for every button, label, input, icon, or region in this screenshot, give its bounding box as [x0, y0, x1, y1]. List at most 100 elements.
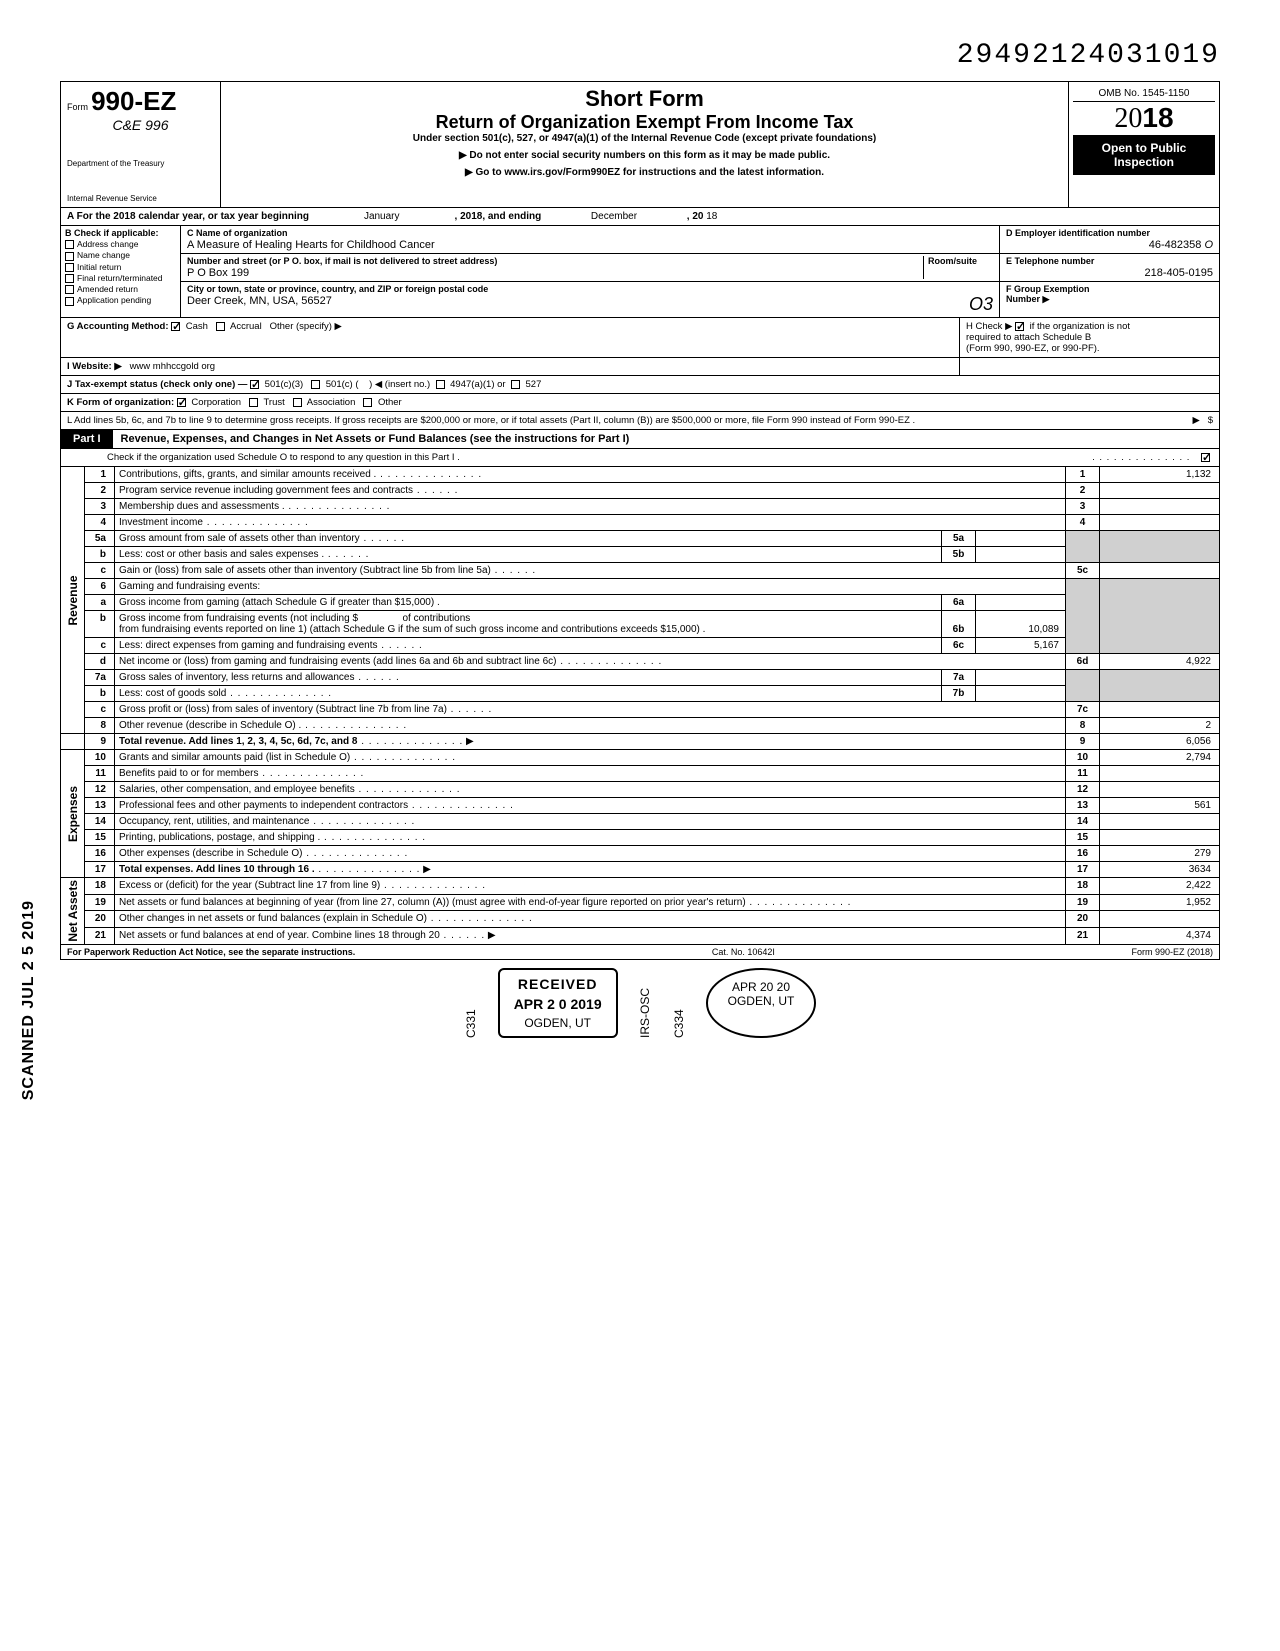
line-7c: cGross profit or (loss) from sales of in…: [61, 702, 1220, 718]
line-11: 11Benefits paid to or for members11: [61, 766, 1220, 782]
line-18: Net Assets 18Excess or (deficit) for the…: [61, 878, 1220, 895]
line-5a: 5aGross amount from sale of assets other…: [61, 531, 1220, 547]
cb-address-change[interactable]: Address change: [65, 239, 176, 249]
form-header: Form 990-EZ C&E 996 Department of the Tr…: [60, 81, 1220, 208]
period-end: December: [544, 211, 684, 222]
line-19-value: 1,952: [1100, 894, 1220, 911]
part1-header: Part I Revenue, Expenses, and Changes in…: [60, 430, 1220, 449]
col-b-checkboxes: B Check if applicable: Address change Na…: [61, 226, 181, 317]
line-6: 6Gaming and fundraising events:: [61, 579, 1220, 595]
line-6b-value: 10,089: [976, 611, 1066, 638]
org-name: A Measure of Healing Hearts for Childhoo…: [187, 239, 993, 251]
line-5c: cGain or (loss) from sale of assets othe…: [61, 563, 1220, 579]
cb-accrual[interactable]: [216, 322, 225, 331]
scanned-stamp: SCANNED JUL 2 5 2019: [20, 900, 38, 1100]
line-8-value: 2: [1100, 718, 1220, 734]
line-17-value: 3634: [1100, 862, 1220, 878]
handwritten-note: C&E 996: [67, 117, 214, 133]
b-header: B Check if applicable:: [65, 228, 176, 238]
room-suite-label: Room/suite: [928, 256, 993, 266]
cb-schedule-b[interactable]: [1015, 322, 1024, 331]
section-bcdef: B Check if applicable: Address change Na…: [60, 226, 1220, 318]
cb-initial-return[interactable]: Initial return: [65, 262, 176, 272]
received-stamp-2: APR 20 20 OGDEN, UT: [706, 968, 817, 1038]
org-address: P O Box 199: [187, 267, 923, 279]
line-3: 3Membership dues and assessments . 3: [61, 499, 1220, 515]
cb-name-change[interactable]: Name change: [65, 250, 176, 260]
row-i: I Website: ▶ www mhhccgold org: [60, 358, 1220, 376]
accounting-method: G Accounting Method: Cash Accrual Other …: [61, 318, 959, 357]
line-a: A For the 2018 calendar year, or tax yea…: [60, 208, 1220, 226]
row-l: L Add lines 5b, 6c, and 7b to line 9 to …: [60, 412, 1220, 430]
h-schedule-b: H Check ▶ if the organization is not req…: [959, 318, 1219, 357]
instruction-1: ▶ Do not enter social security numbers o…: [229, 150, 1060, 161]
cb-amended-return[interactable]: Amended return: [65, 284, 176, 294]
line-2: 2Program service revenue including gover…: [61, 483, 1220, 499]
cb-other-org[interactable]: [363, 398, 372, 407]
row-j: J Tax-exempt status (check only one) — 5…: [60, 376, 1220, 394]
part1-title: Revenue, Expenses, and Changes in Net As…: [113, 430, 1219, 448]
line-4: 4Investment income 4: [61, 515, 1220, 531]
revenue-side-label: Revenue: [61, 467, 85, 734]
website-value: www mhhccgold org: [130, 361, 216, 372]
row-k: K Form of organization: Corporation Trus…: [60, 394, 1220, 412]
part1-table: Revenue 1 Contributions, gifts, grants, …: [60, 467, 1220, 945]
line-13-value: 561: [1100, 798, 1220, 814]
line-1: Revenue 1 Contributions, gifts, grants, …: [61, 467, 1220, 483]
form-number: 990-EZ: [91, 86, 176, 116]
footer-left: For Paperwork Reduction Act Notice, see …: [67, 947, 355, 957]
line-16-value: 279: [1100, 846, 1220, 862]
footer-right: Form 990-EZ (2018): [1131, 947, 1213, 957]
col-c-org-info: C Name of organization A Measure of Heal…: [181, 226, 999, 317]
cb-4947[interactable]: [436, 380, 445, 389]
cb-final-return[interactable]: Final return/terminated: [65, 273, 176, 283]
stamps-row: C331 RECEIVED APR 2 0 2019 OGDEN, UT IRS…: [60, 968, 1220, 1038]
cb-501c3[interactable]: [250, 380, 259, 389]
line-7a: 7aGross sales of inventory, less returns…: [61, 670, 1220, 686]
org-name-cell: C Name of organization A Measure of Heal…: [181, 226, 999, 254]
dept-treasury: Department of the Treasury: [67, 159, 214, 168]
org-address-cell: Number and street (or P O. box, if mail …: [181, 254, 999, 282]
line-10-value: 2,794: [1100, 750, 1220, 766]
netassets-side-label: Net Assets: [61, 878, 85, 945]
expenses-side-label: Expenses: [61, 750, 85, 878]
year-box: OMB No. 1545-1150 2018 Open to Public In…: [1069, 82, 1219, 207]
cb-schedule-o[interactable]: [1201, 453, 1210, 462]
ein-value: 46-482358: [1149, 239, 1202, 251]
cb-application-pending[interactable]: Application pending: [65, 295, 176, 305]
line-21-value: 4,374: [1100, 927, 1220, 944]
telephone-cell: E Telephone number 218-405-0195: [1000, 254, 1219, 282]
cb-501c[interactable]: [311, 380, 320, 389]
line-19: 19Net assets or fund balances at beginni…: [61, 894, 1220, 911]
line-6b: b Gross income from fundraising events (…: [61, 611, 1220, 638]
line-6d: dNet income or (loss) from gaming and fu…: [61, 654, 1220, 670]
part1-check-line: Check if the organization used Schedule …: [60, 449, 1220, 467]
instruction-2: ▶ Go to www.irs.gov/Form990EZ for instru…: [229, 167, 1060, 178]
line-15: 15Printing, publications, postage, and s…: [61, 830, 1220, 846]
line-21: 21Net assets or fund balances at end of …: [61, 927, 1220, 944]
cb-cash[interactable]: [171, 322, 180, 331]
cb-association[interactable]: [293, 398, 302, 407]
subtitle: Under section 501(c), 527, or 4947(a)(1)…: [229, 133, 1060, 144]
col-def: D Employer identification number 46-4823…: [999, 226, 1219, 317]
line-16: 16Other expenses (describe in Schedule O…: [61, 846, 1220, 862]
handwritten-o3: O3: [969, 294, 993, 315]
line-6a: aGross income from gaming (attach Schedu…: [61, 595, 1220, 611]
line-9: 9Total revenue. Add lines 1, 2, 3, 4, 5c…: [61, 734, 1220, 750]
stamp-code-c334: C334: [672, 968, 686, 1038]
line-5b: bLess: cost or other basis and sales exp…: [61, 547, 1220, 563]
org-city-cell: City or town, state or province, country…: [181, 282, 999, 317]
cb-527[interactable]: [511, 380, 520, 389]
ein-cell: D Employer identification number 46-4823…: [1000, 226, 1219, 254]
cb-corporation[interactable]: [177, 398, 186, 407]
line-8: 8Other revenue (describe in Schedule O) …: [61, 718, 1220, 734]
footer-row: For Paperwork Reduction Act Notice, see …: [60, 945, 1220, 960]
line-13: 13Professional fees and other payments t…: [61, 798, 1220, 814]
line-10: Expenses 10Grants and similar amounts pa…: [61, 750, 1220, 766]
line-7b: bLess: cost of goods sold 7b: [61, 686, 1220, 702]
cat-number: Cat. No. 10642I: [712, 947, 775, 957]
form-prefix: Form: [67, 102, 88, 112]
form-number-box: Form 990-EZ C&E 996 Department of the Tr…: [61, 82, 221, 207]
document-id: 29492124031019: [60, 40, 1220, 71]
cb-trust[interactable]: [249, 398, 258, 407]
